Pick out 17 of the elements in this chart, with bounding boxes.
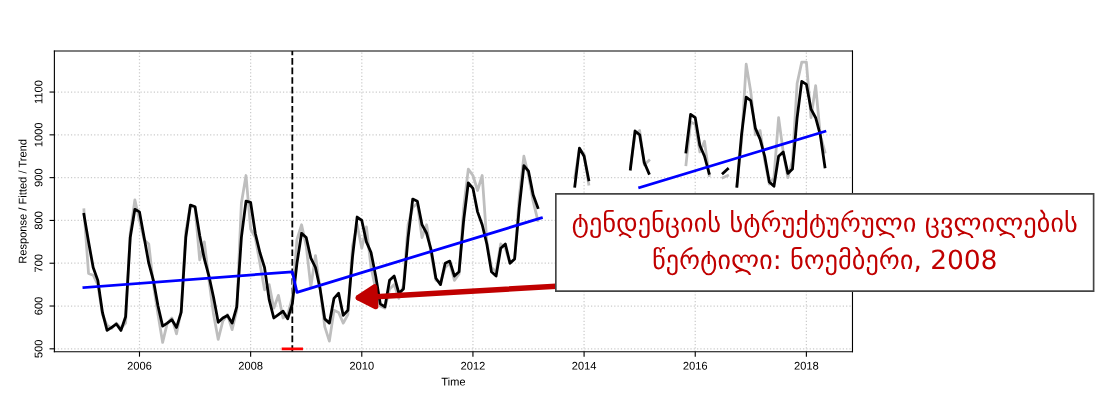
x-tick-label: 2018 — [794, 361, 819, 370]
y-tick-label: 500 — [34, 339, 43, 358]
y-tick-label: 600 — [34, 297, 43, 315]
x-tick-label: 2012 — [461, 361, 485, 370]
x-axis-title: Time — [441, 377, 466, 386]
x-tick-label: 2010 — [349, 361, 374, 370]
y-tick-label: 900 — [34, 168, 43, 187]
x-tick-label: 2008 — [238, 361, 263, 370]
x-tick-label: 2006 — [127, 361, 152, 370]
x-tick-label: 2016 — [683, 361, 708, 370]
y-tick-label: 800 — [34, 211, 43, 230]
annotation: ტენდენციის სტრუქტურული ცვლილების წერტილი: ნოემბერი, 2008 — [572, 209, 1077, 276]
y-axis-title: Response / Fitted / Trend — [18, 139, 29, 263]
y-tick-label: 700 — [34, 254, 43, 272]
y-tick-label: 1100 — [34, 80, 43, 104]
x-tick-label: 2014 — [572, 361, 597, 370]
y-tick-label: 1000 — [34, 122, 43, 147]
